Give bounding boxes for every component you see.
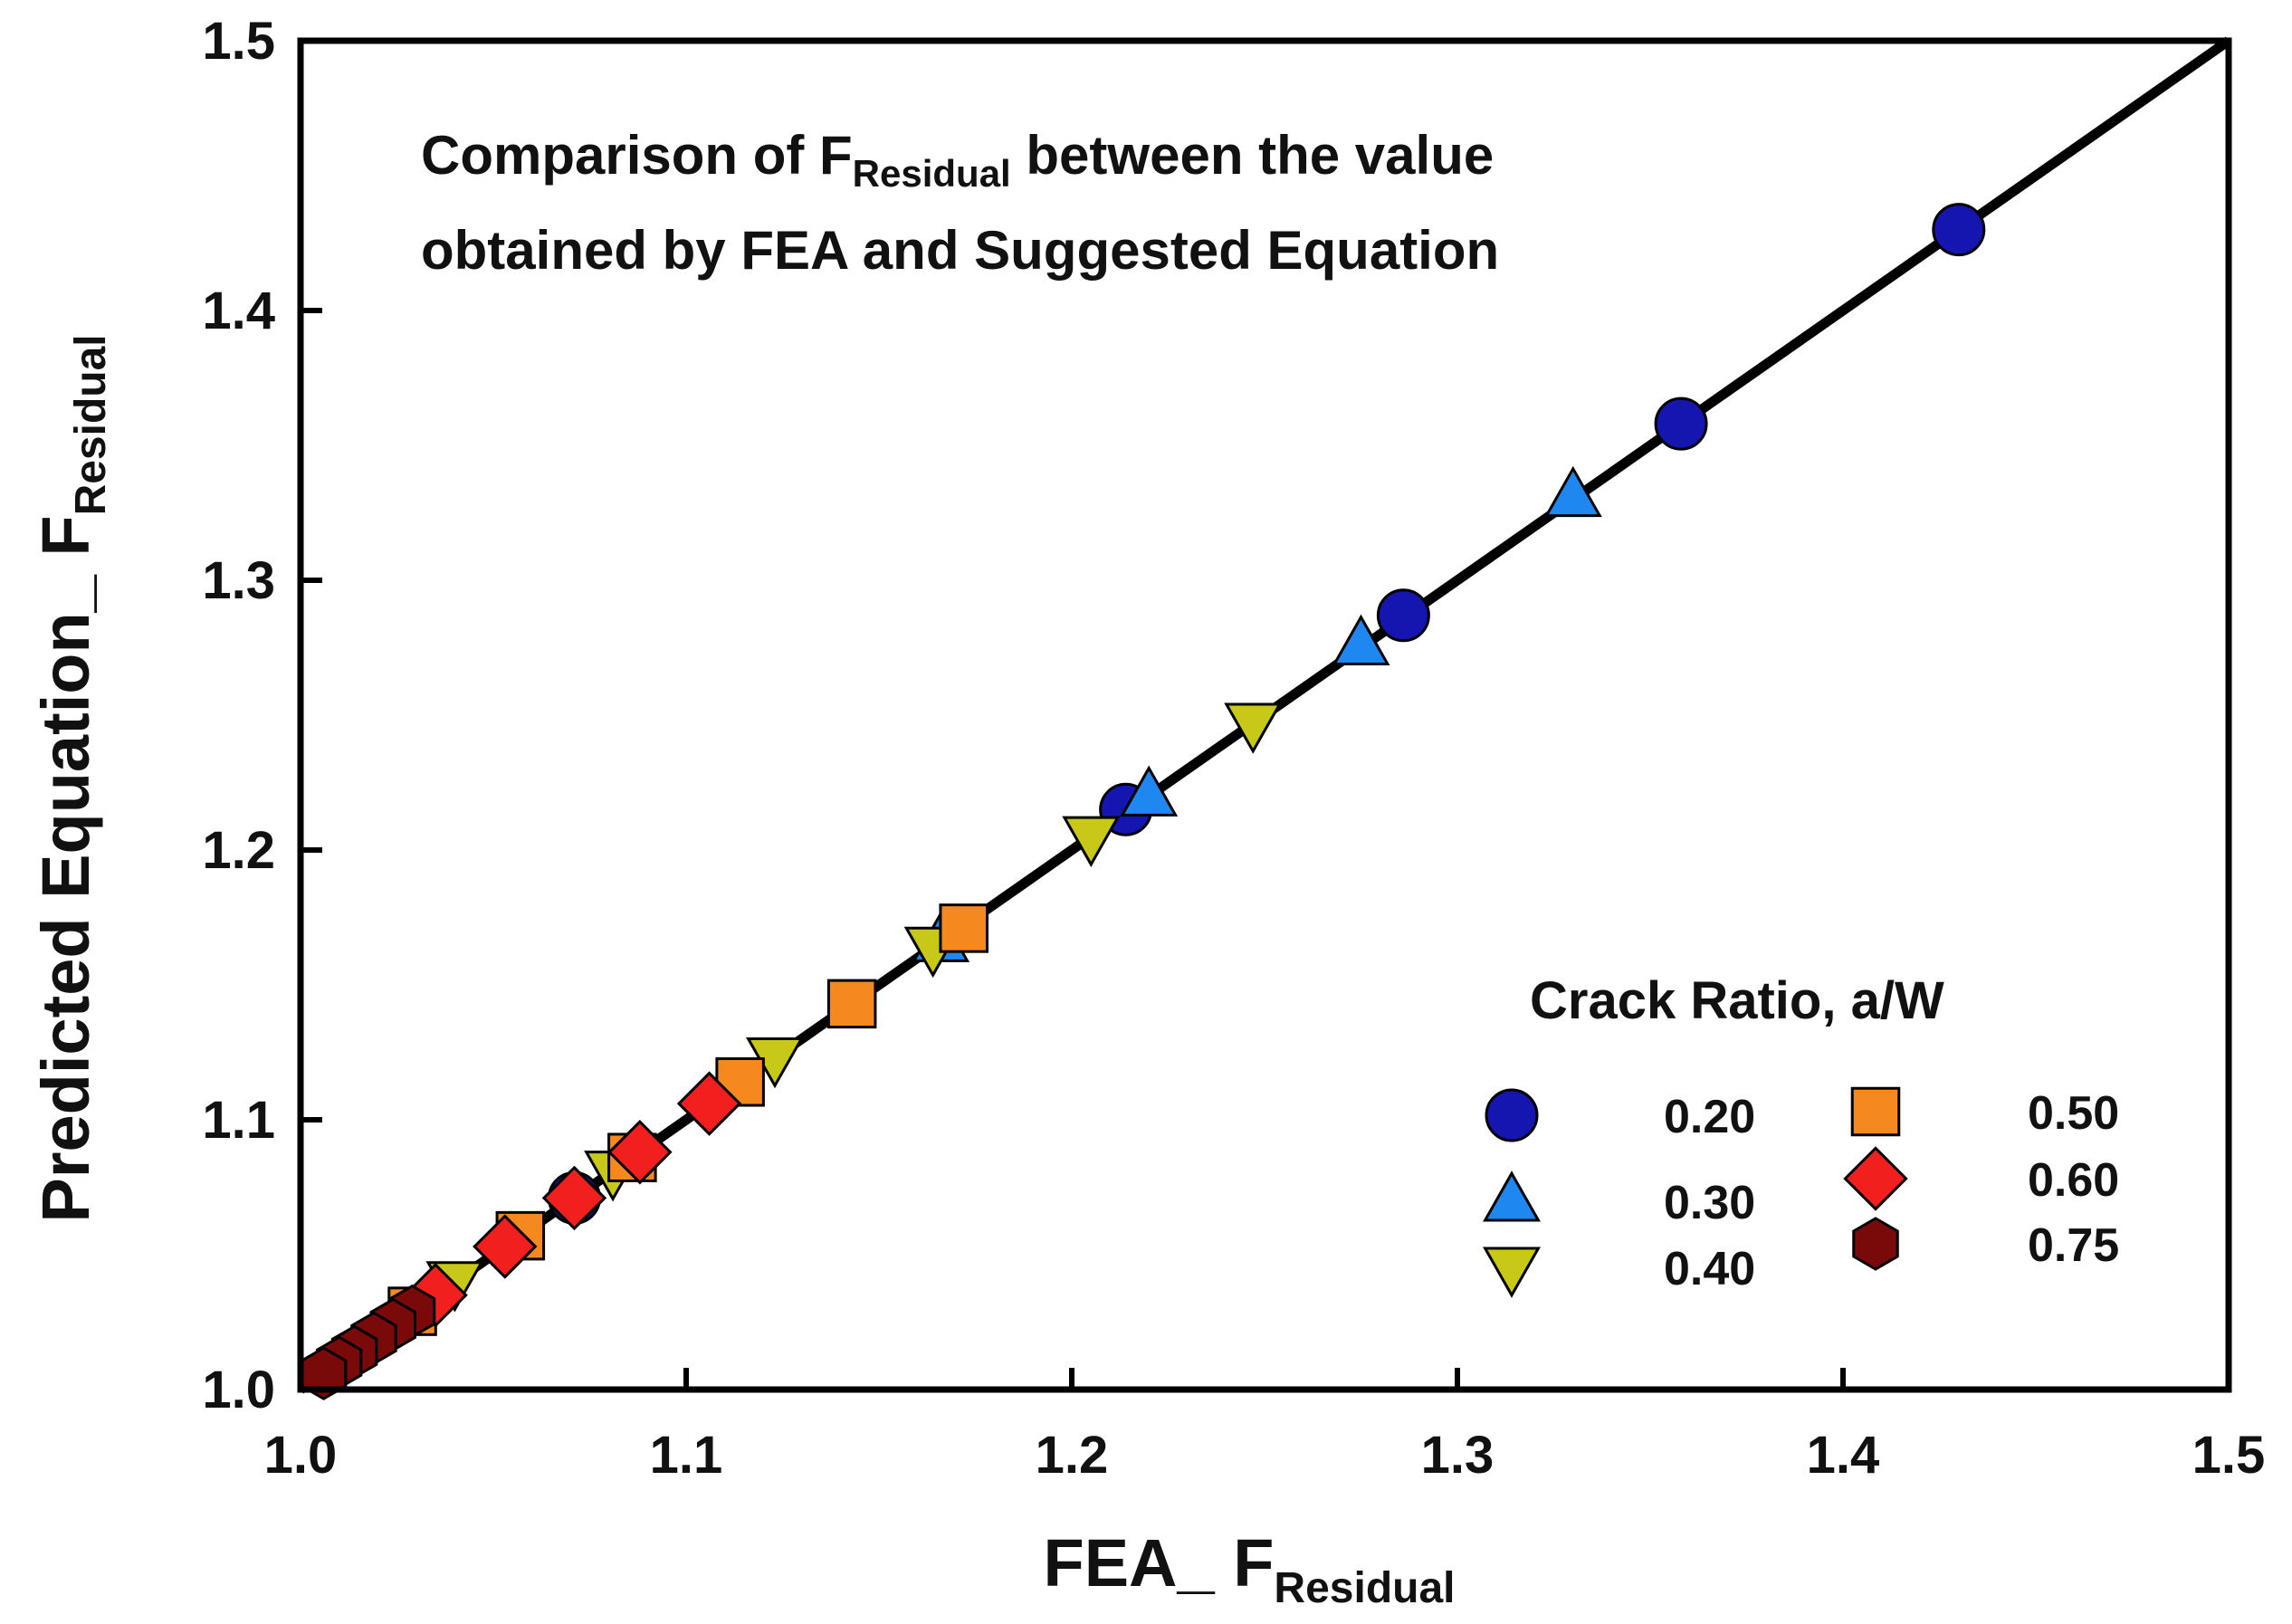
legend-label: 0.40: [1664, 1243, 1755, 1295]
x-tick-label: 1.3: [1421, 1426, 1495, 1485]
data-point: [1120, 765, 1179, 817]
annotation-line-2: obtained by FEA and Suggested Equation: [421, 220, 1499, 281]
y-tick-label: 1.3: [202, 551, 275, 610]
legend-label: 0.75: [2028, 1219, 2119, 1272]
data-point: [1932, 203, 1986, 257]
x-tick-label: 1.1: [650, 1426, 723, 1485]
y-axis-title: Predicted Equation_ FResidual: [28, 334, 115, 1222]
legend-title: Crack Ratio, a/W: [1530, 971, 1944, 1030]
legend-label: 0.20: [1664, 1091, 1755, 1143]
y-tick-label: 1.5: [202, 12, 275, 71]
y-tick-label: 1.4: [202, 282, 275, 340]
data-point: [1332, 614, 1390, 666]
data-point: [1654, 396, 1708, 451]
series-0.75: [300, 1284, 436, 1400]
y-tick-label: 1.2: [202, 821, 275, 880]
annotation-line-1: Comparison of FResidual between the valu…: [421, 125, 1494, 195]
data-point: [541, 1165, 607, 1231]
data-point: [1224, 702, 1283, 754]
data-point: [1376, 588, 1430, 643]
data-point: [676, 1071, 742, 1136]
legend-marker: [1843, 1146, 1908, 1211]
y-tick-label: 1.1: [202, 1091, 275, 1150]
y-tick-label: 1.0: [202, 1361, 275, 1419]
legend-marker: [1850, 1086, 1901, 1137]
data-point: [939, 903, 988, 953]
data-point: [826, 979, 877, 1029]
legend-marker: [1485, 1088, 1539, 1142]
data-point: [1062, 816, 1121, 867]
x-tick-label: 1.5: [2192, 1426, 2266, 1485]
x-tick-label: 1.4: [1807, 1426, 1880, 1485]
data-point: [473, 1214, 538, 1279]
legend: Crack Ratio, a/W 0.20 0.30 0.40 0.50 0.60 0.7…: [1483, 971, 2119, 1298]
legend-label: 0.30: [1664, 1177, 1755, 1229]
legend-marker: [1852, 1217, 1899, 1271]
x-tick-label: 1.0: [264, 1426, 338, 1485]
legend-marker: [1483, 1170, 1541, 1222]
data-point: [1543, 465, 1602, 518]
legend-label: 0.50: [2028, 1087, 2119, 1140]
x-axis-title: FEA_ FResidual: [1044, 1525, 1456, 1612]
data-point: [607, 1120, 673, 1185]
plot-frame: [297, 37, 2232, 1393]
legend-marker: [1483, 1247, 1541, 1298]
data-point: [403, 1262, 468, 1328]
legend-label: 0.60: [2028, 1154, 2119, 1207]
x-tick-label: 1.2: [1036, 1426, 1109, 1485]
series-0.60: [403, 1071, 742, 1328]
